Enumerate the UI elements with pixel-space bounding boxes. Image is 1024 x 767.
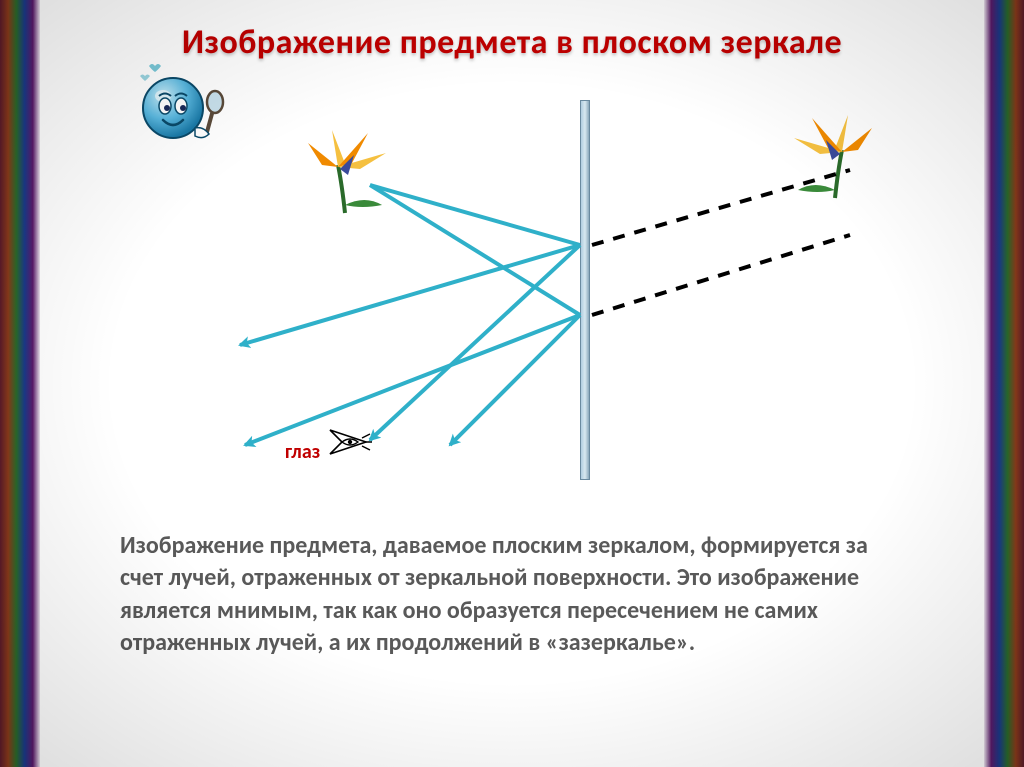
ray-overlay (110, 70, 990, 480)
slide-inner: Изображение предмета в плоском зеркале (40, 0, 984, 767)
mirror-diagram: глаз (110, 70, 990, 480)
eye-label: глаз (285, 440, 320, 464)
slide-title: Изображение предмета в плоском зеркале (40, 22, 984, 63)
explanation-text: Изображение предмета, даваемое плоским з… (120, 530, 904, 660)
slide-frame: Изображение предмета в плоском зеркале (0, 0, 1024, 767)
eye-icon (328, 428, 372, 467)
